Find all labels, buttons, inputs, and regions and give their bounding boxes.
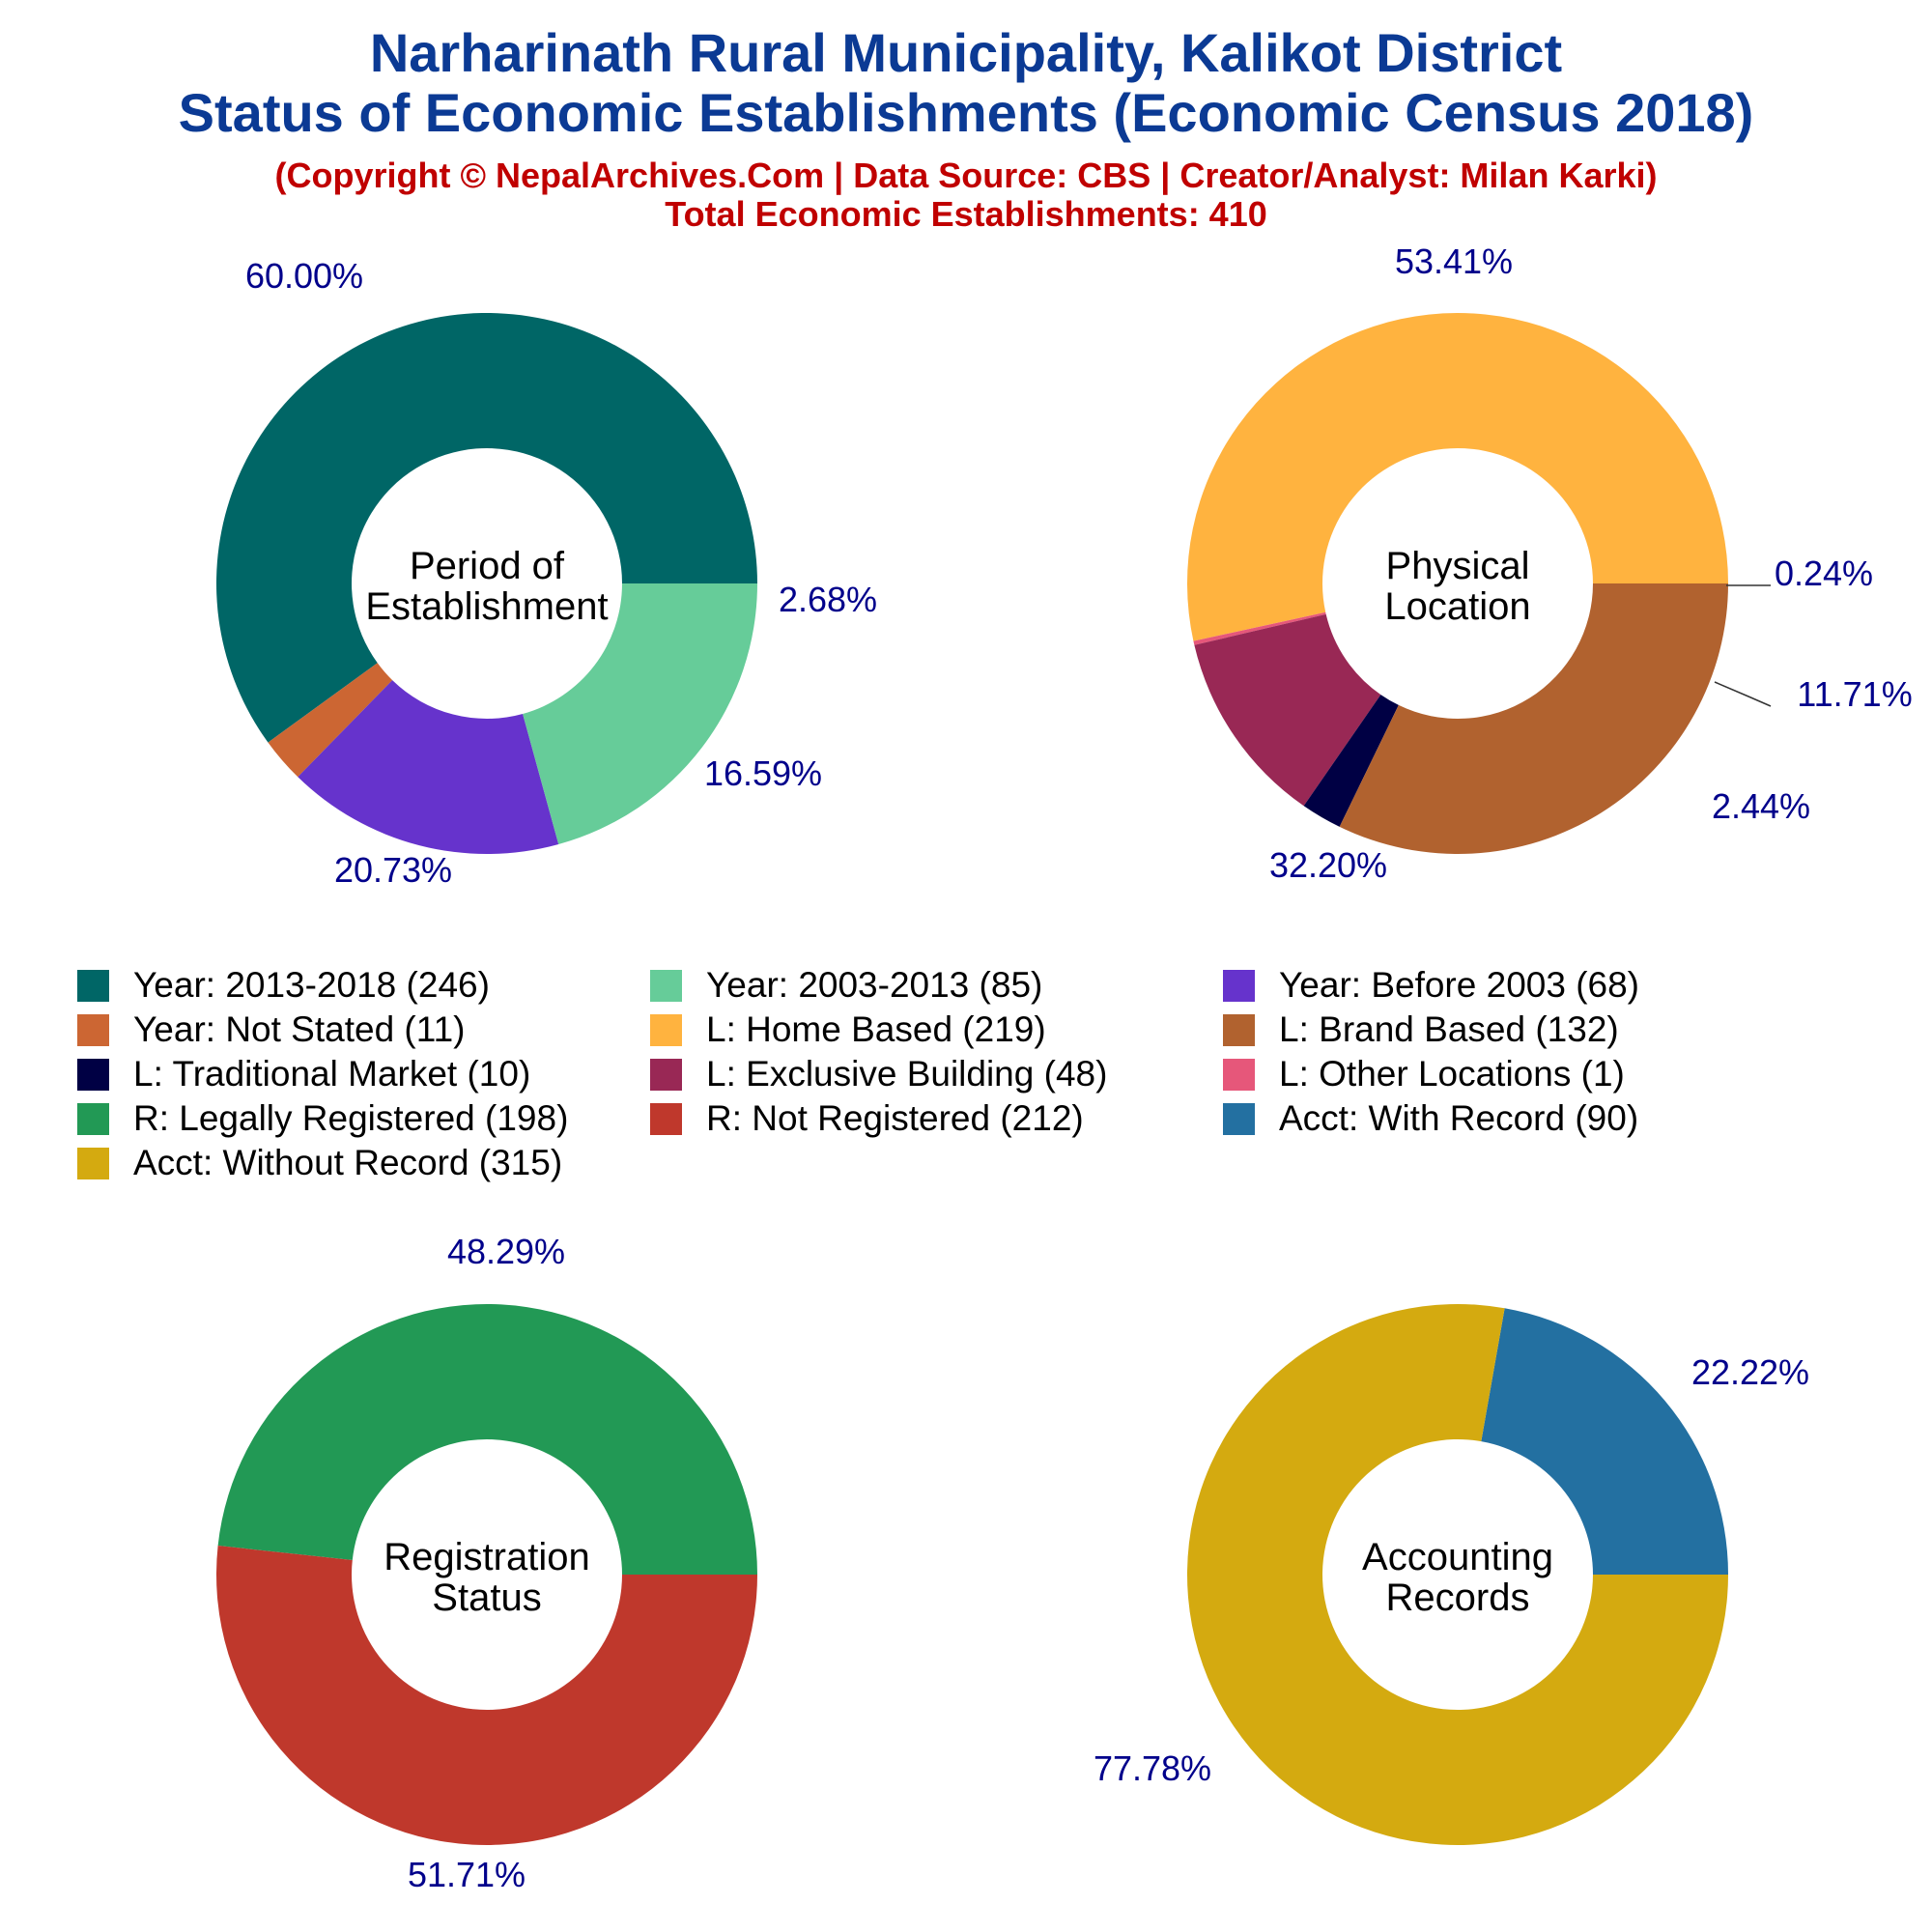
legend-label: R: Legally Registered (198) — [133, 1098, 569, 1138]
legend-label: L: Other Locations (1) — [1279, 1054, 1625, 1094]
legend-item: Acct: Without Record (315) — [77, 1142, 562, 1184]
legend-label: Year: Not Stated (11) — [133, 1009, 466, 1049]
legend-item: Year: 2013-2018 (246) — [77, 964, 490, 1007]
legend-label: L: Exclusive Building (48) — [706, 1054, 1108, 1094]
donut-slice — [217, 1304, 758, 1575]
legend-label: R: Not Registered (212) — [706, 1098, 1084, 1138]
legend-item: L: Home Based (219) — [650, 1009, 1046, 1051]
chart-title-line2: Status of Economic Establishments (Econo… — [178, 82, 1754, 143]
legend-label: Acct: Without Record (315) — [133, 1143, 563, 1182]
legend-swatch — [1223, 1058, 1255, 1091]
donut-slice — [1339, 583, 1728, 854]
percent-label: 11.71% — [1797, 674, 1912, 714]
legend-label: L: Traditional Market (10) — [133, 1054, 531, 1094]
donut-slice — [298, 680, 559, 854]
percent-label: 2.44% — [1712, 786, 1810, 826]
legend-swatch — [77, 1102, 109, 1135]
center-label: Registration — [384, 1536, 589, 1578]
legend-swatch — [650, 1102, 682, 1135]
legend-item: L: Traditional Market (10) — [77, 1053, 530, 1095]
legend-item: Year: Not Stated (11) — [77, 1009, 465, 1051]
donut-slice — [215, 1546, 757, 1846]
percent-label: 53.41% — [1395, 242, 1513, 281]
donut-chart-1: 60.00% 2.68% 16.59% 20.73% Period ofEstablis… — [215, 256, 877, 890]
donut-slice — [1186, 312, 1728, 641]
legend-label: Year: 2013-2018 (246) — [133, 965, 490, 1005]
legend-swatch — [1223, 1102, 1255, 1135]
legend-swatch — [77, 969, 109, 1002]
legend-swatch — [650, 1013, 682, 1046]
percent-label: 32.20% — [1269, 845, 1387, 885]
legend-swatch — [1223, 1013, 1255, 1046]
center-label: Establishment — [365, 585, 608, 628]
donut-slice — [268, 663, 393, 778]
center-label: Period of — [410, 545, 565, 587]
legend-label: Acct: With Record (90) — [1279, 1098, 1639, 1138]
percent-label: 2.68% — [779, 580, 877, 619]
legend-label: Year: Before 2003 (68) — [1279, 965, 1639, 1005]
legend-swatch — [77, 1147, 109, 1179]
legend-item: Acct: With Record (90) — [1223, 1097, 1638, 1140]
legend-item: Year: 2003-2013 (85) — [650, 964, 1042, 1007]
percent-label: 20.73% — [334, 850, 452, 890]
center-label: Records — [1386, 1577, 1530, 1619]
percent-label: 22.22% — [1691, 1352, 1809, 1392]
center-label: Status — [432, 1577, 541, 1619]
donut-slice — [1193, 611, 1326, 645]
donut-slice — [1303, 695, 1399, 827]
donut-slice — [1194, 613, 1381, 807]
donut-slice — [523, 583, 757, 844]
percent-label: 0.24% — [1775, 554, 1873, 593]
legend-label: L: Brand Based (132) — [1279, 1009, 1619, 1049]
donut-slice — [215, 312, 757, 743]
leader-line — [1714, 681, 1772, 707]
donut-slice — [1186, 1303, 1728, 1845]
percent-label: 16.59% — [704, 753, 822, 793]
percent-label: 51.71% — [408, 1855, 526, 1894]
legend-item: Year: Before 2003 (68) — [1223, 964, 1639, 1007]
chart-subtitle-total: Total Economic Establishments: 410 — [665, 194, 1267, 234]
legend-item: R: Not Registered (212) — [650, 1097, 1084, 1140]
legend-label: L: Home Based (219) — [706, 1009, 1046, 1049]
chart-subtitle-copyright: (Copyright © NepalArchives.Com | Data So… — [274, 156, 1658, 195]
legend-swatch — [77, 1058, 109, 1091]
legend-item: R: Legally Registered (198) — [77, 1097, 568, 1140]
legend-item: L: Brand Based (132) — [1223, 1009, 1619, 1051]
legend-swatch — [1223, 969, 1255, 1002]
center-label: Location — [1384, 585, 1530, 628]
donut-slice — [1481, 1308, 1728, 1575]
legend-label: Year: 2003-2013 (85) — [706, 965, 1043, 1005]
center-label: Physical — [1386, 545, 1530, 587]
chart-title-line1: Narharinath Rural Municipality, Kalikot … — [369, 22, 1563, 83]
legend-item: L: Other Locations (1) — [1223, 1053, 1625, 1095]
legend-item: L: Exclusive Building (48) — [650, 1053, 1107, 1095]
legend-swatch — [77, 1013, 109, 1046]
legend-swatch — [650, 969, 682, 1002]
percent-label: 60.00% — [245, 256, 363, 296]
donut-chart-2: 53.41% 0.24% 11.71% 2.44% 32.20% PhysicalLoca… — [1186, 242, 1913, 885]
percent-label: 77.78% — [1094, 1748, 1211, 1788]
center-label: Accounting — [1362, 1536, 1553, 1578]
percent-label: 48.29% — [447, 1232, 565, 1271]
legend-swatch — [650, 1058, 682, 1091]
